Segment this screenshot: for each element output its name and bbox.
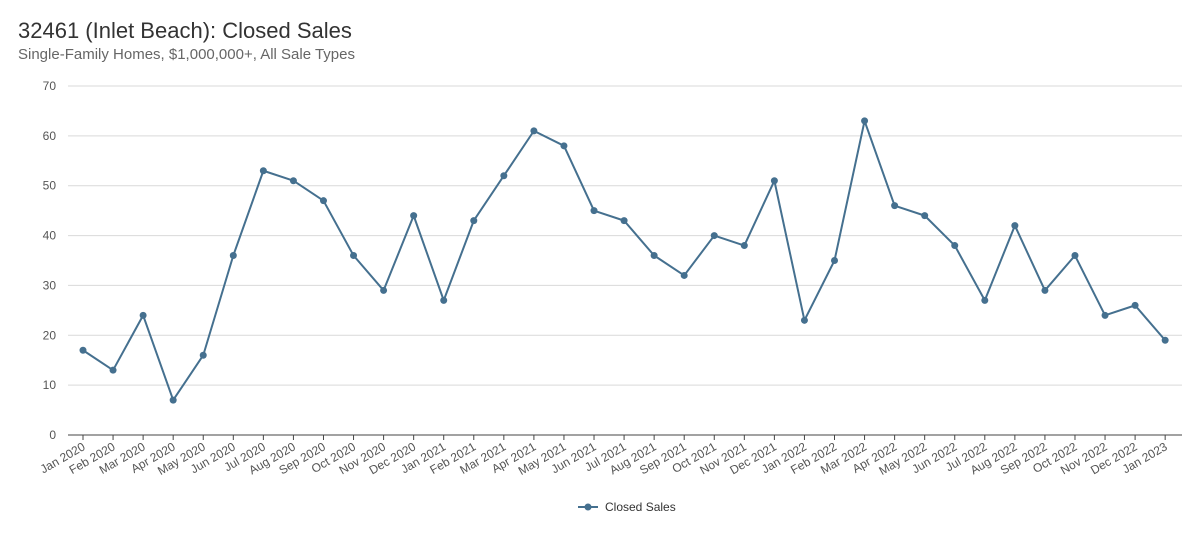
- legend-label[interactable]: Closed Sales: [605, 500, 676, 514]
- data-point[interactable]: [861, 117, 869, 125]
- gridlines: [68, 85, 1182, 386]
- data-point[interactable]: [891, 202, 899, 210]
- y-tick-label: 50: [43, 179, 57, 193]
- data-point[interactable]: [470, 217, 478, 225]
- y-tick-label: 30: [43, 278, 57, 292]
- data-point[interactable]: [951, 242, 959, 250]
- data-point[interactable]: [139, 311, 147, 319]
- data-point[interactable]: [1011, 222, 1019, 230]
- data-point[interactable]: [740, 242, 748, 250]
- data-point[interactable]: [921, 212, 929, 220]
- chart-subtitle: Single-Family Homes, $1,000,000+, All Sa…: [18, 46, 355, 63]
- y-tick-label: 20: [43, 328, 57, 342]
- data-point[interactable]: [530, 127, 538, 135]
- data-point[interactable]: [1041, 286, 1049, 294]
- data-point[interactable]: [981, 296, 989, 304]
- data-point[interactable]: [590, 207, 598, 215]
- data-point[interactable]: [440, 296, 448, 304]
- data-point[interactable]: [560, 142, 568, 150]
- data-point[interactable]: [289, 177, 297, 185]
- y-tick-label: 10: [43, 378, 57, 392]
- data-point[interactable]: [410, 212, 418, 220]
- data-point[interactable]: [710, 232, 718, 240]
- data-point[interactable]: [1131, 301, 1139, 309]
- y-tick-label: 60: [43, 129, 57, 143]
- data-point[interactable]: [500, 172, 508, 180]
- data-point[interactable]: [350, 252, 358, 260]
- data-point[interactable]: [680, 271, 688, 279]
- y-tick-label: 70: [43, 79, 57, 93]
- data-point[interactable]: [650, 252, 658, 260]
- data-point[interactable]: [1161, 336, 1169, 344]
- chart-title: 32461 (Inlet Beach): Closed Sales: [18, 18, 352, 43]
- data-point[interactable]: [770, 177, 778, 185]
- series-line-closed-sales: [82, 119, 1166, 402]
- data-point[interactable]: [800, 316, 808, 324]
- data-point[interactable]: [380, 286, 388, 294]
- legend-swatch-marker: [584, 503, 592, 511]
- y-tick-label: 40: [43, 229, 57, 243]
- data-point[interactable]: [319, 197, 327, 205]
- y-axis: 0 10 20 30 40 50 60 70: [43, 79, 57, 442]
- data-point[interactable]: [79, 346, 87, 354]
- legend[interactable]: Closed Sales: [578, 500, 676, 514]
- data-point[interactable]: [620, 217, 628, 225]
- data-point[interactable]: [259, 167, 267, 175]
- data-point[interactable]: [831, 257, 838, 264]
- data-point[interactable]: [109, 366, 117, 374]
- data-point[interactable]: [1101, 311, 1109, 319]
- y-tick-label: 0: [49, 428, 56, 442]
- data-point[interactable]: [1071, 252, 1079, 260]
- data-point[interactable]: [229, 252, 237, 260]
- data-point[interactable]: [169, 396, 177, 404]
- data-point[interactable]: [199, 351, 207, 359]
- plot-area: [79, 117, 1169, 404]
